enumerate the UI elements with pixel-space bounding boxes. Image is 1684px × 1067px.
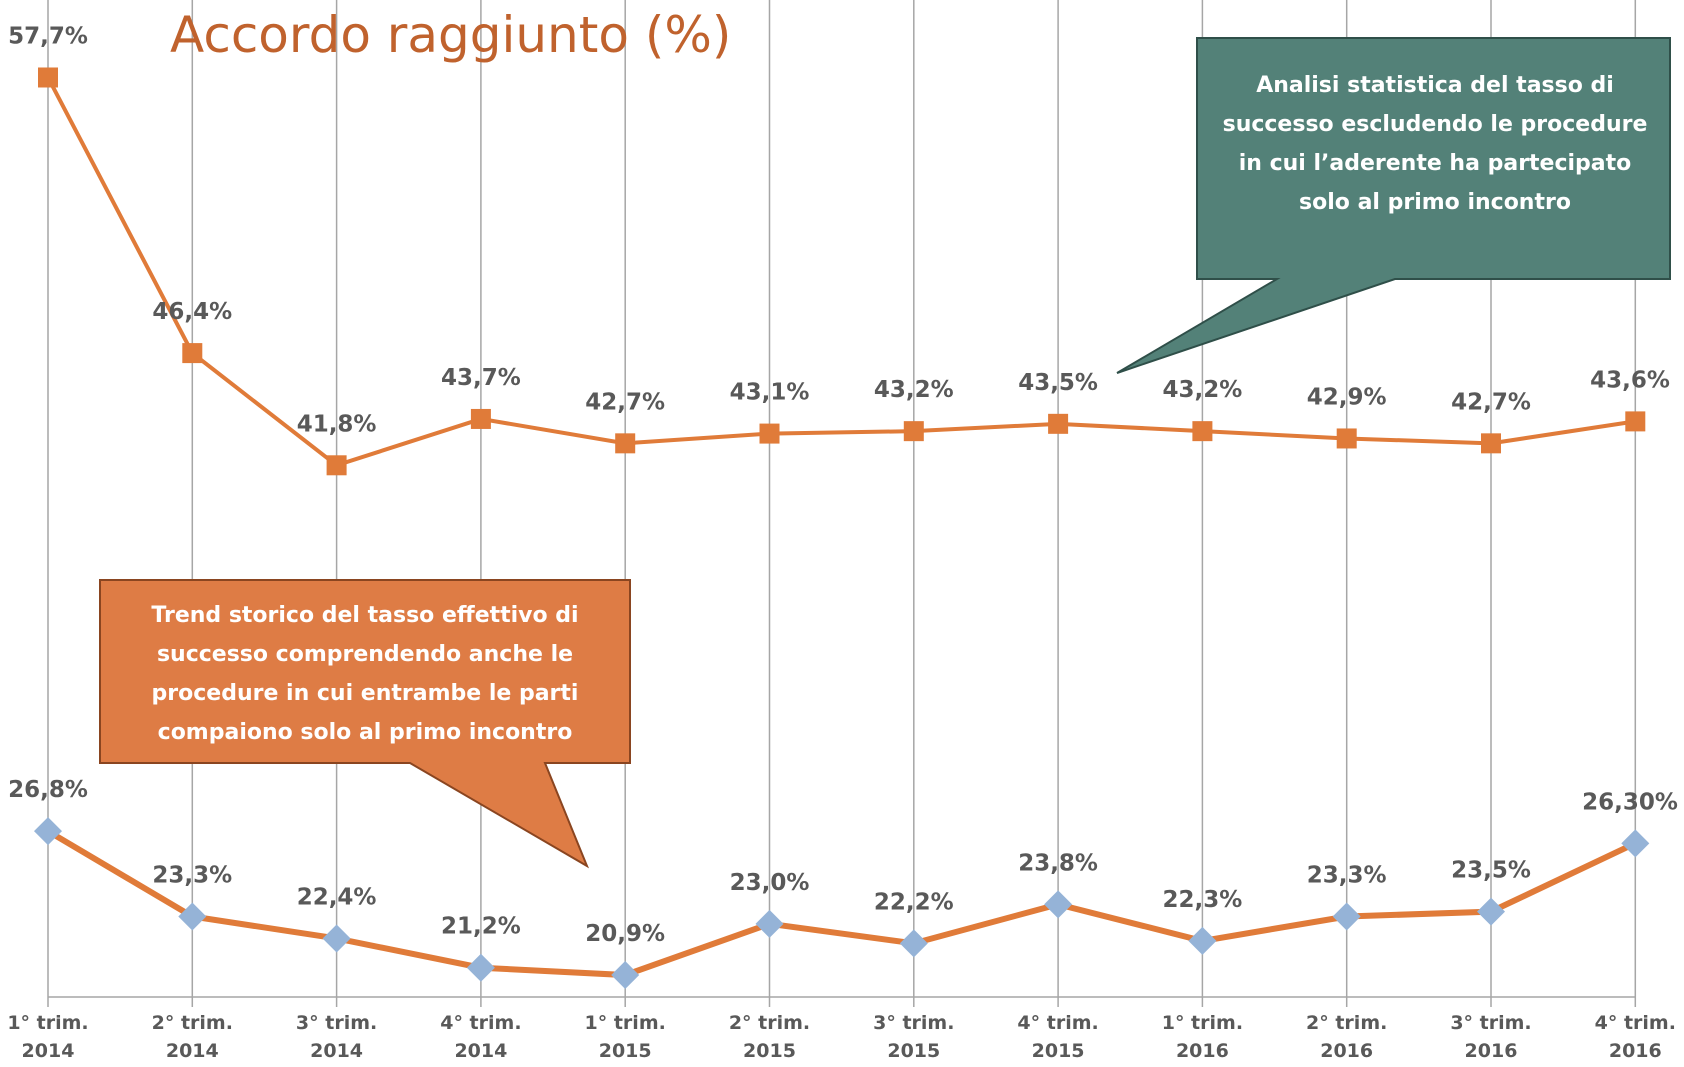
x-tick-label: 1° trim. 2016	[1161, 1012, 1244, 1062]
marker	[178, 902, 207, 931]
marker	[1332, 902, 1361, 931]
data-label: 23,0%	[730, 870, 810, 896]
callout-box	[99, 579, 631, 869]
line	[46, 76, 1636, 468]
line	[46, 828, 1637, 979]
chart-title: Accordo raggiunto (%)	[170, 6, 732, 64]
data-label: 43,7%	[441, 365, 521, 391]
data-label: 42,7%	[585, 389, 665, 415]
data-label: 22,3%	[1163, 887, 1243, 913]
data-label: 42,7%	[1451, 389, 1531, 415]
x-tick-label: 1° trim. 2015	[584, 1012, 666, 1062]
data-label: 46,4%	[152, 299, 232, 325]
marker	[1477, 897, 1505, 926]
x-tick-label: 4° trim. 2014	[440, 1012, 522, 1062]
marker	[1336, 428, 1357, 449]
marker	[899, 929, 928, 958]
marker	[903, 421, 924, 442]
data-label: 23,3%	[1307, 863, 1387, 889]
data-label: 23,5%	[1451, 858, 1531, 884]
data-label: 23,3%	[152, 863, 232, 889]
data-label: 22,4%	[297, 884, 377, 910]
data-label: 43,5%	[1018, 370, 1098, 396]
marker	[615, 433, 636, 454]
data-label: 42,9%	[1307, 384, 1387, 410]
annotation: Analisi statistica del tasso di successo…	[1222, 73, 1648, 215]
marker	[326, 455, 347, 476]
x-tick-label: 3° trim. 2015	[873, 1012, 955, 1062]
x-tick-label: 1° trim. 2014	[7, 1012, 89, 1062]
marker	[1481, 433, 1501, 454]
marker	[38, 67, 58, 88]
marker	[322, 924, 351, 953]
data-label: 41,8%	[297, 411, 377, 437]
marker	[755, 909, 784, 938]
x-tick-label: 2° trim. 2014	[151, 1012, 233, 1062]
marker	[1192, 421, 1213, 442]
data-label: 21,2%	[441, 914, 521, 940]
x-tick-label: 4° trim. 2016	[1594, 1012, 1676, 1062]
callout-box	[1116, 37, 1671, 374]
marker	[1188, 926, 1217, 955]
data-label: 43,2%	[1163, 377, 1243, 403]
x-tick-label: 3° trim. 2016	[1450, 1012, 1532, 1062]
data-label: 43,1%	[730, 380, 810, 406]
data-label: 20,9%	[585, 921, 665, 947]
marker	[34, 817, 62, 846]
annotation: Trend storico del tasso effettivo di suc…	[151, 603, 579, 745]
data-label: 22,2%	[874, 889, 954, 915]
data-label: 23,8%	[1018, 850, 1098, 876]
marker	[1621, 829, 1650, 858]
data-label: 26,30%	[1582, 789, 1678, 815]
marker	[1048, 413, 1069, 434]
marker	[466, 953, 495, 982]
data-label: 43,6%	[1590, 367, 1670, 393]
data-label: 26,8%	[8, 777, 88, 803]
x-tick-label: 3° trim. 2014	[295, 1012, 378, 1062]
marker	[182, 343, 203, 364]
x-tick-label: 2° trim. 2015	[728, 1012, 811, 1062]
marker	[470, 408, 491, 429]
marker	[1625, 411, 1646, 432]
data-label: 43,2%	[874, 377, 954, 403]
marker	[611, 961, 640, 990]
x-tick-label: 4° trim. 2015	[1017, 1012, 1099, 1062]
x-tick-label: 2° trim. 2016	[1306, 1012, 1388, 1062]
data-label: 57,7%	[8, 23, 88, 49]
marker	[1044, 890, 1073, 919]
marker	[759, 423, 780, 444]
